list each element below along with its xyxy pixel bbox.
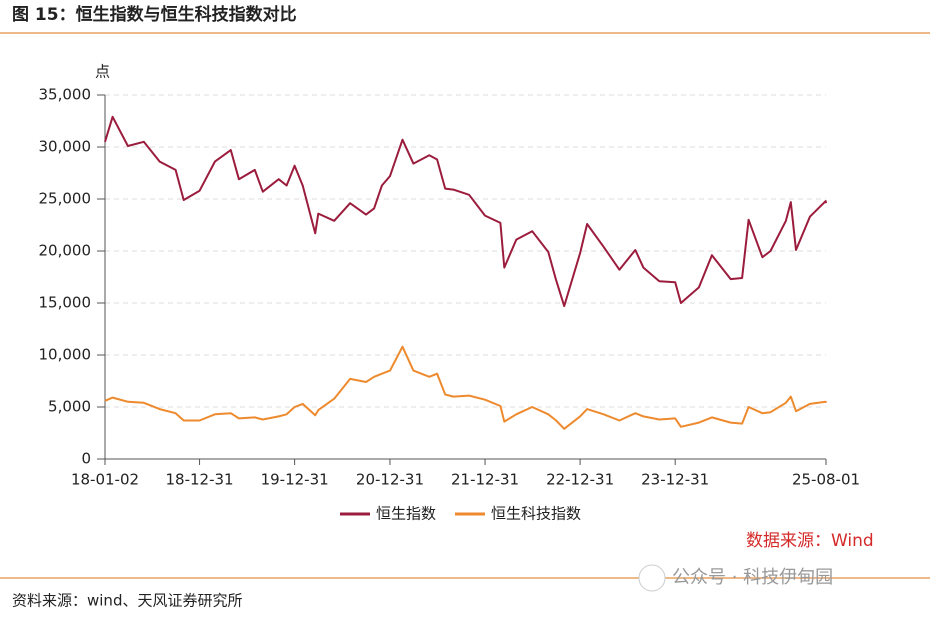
y-tick-label: 15,000 bbox=[39, 294, 92, 312]
y-tick-label: 0 bbox=[81, 450, 91, 468]
x-tick-label: 20-12-31 bbox=[356, 471, 424, 489]
legend-label: 恒生科技指数 bbox=[491, 505, 581, 523]
x-tick-label: 23-12-31 bbox=[641, 471, 709, 489]
y-tick-label: 10,000 bbox=[39, 346, 92, 364]
y-tick-label: 25,000 bbox=[39, 190, 92, 208]
watermark-icon bbox=[638, 564, 666, 592]
figure-title: 图 15：恒生指数与恒生科技指数对比 bbox=[12, 4, 297, 25]
y-tick-label: 5,000 bbox=[48, 398, 91, 416]
legend-label: 恒生指数 bbox=[376, 505, 436, 523]
source: 资料来源：wind、天风证券研究所 bbox=[12, 592, 242, 610]
watermark: 公众号 · 科技伊甸园 bbox=[672, 567, 833, 588]
line-series bbox=[104, 345, 827, 430]
x-tick-label: 22-12-31 bbox=[546, 471, 614, 489]
x-tick-label: 18-12-31 bbox=[166, 471, 234, 489]
y-tick-label: 20,000 bbox=[39, 242, 92, 260]
y-tick-label: 30,000 bbox=[39, 138, 92, 156]
x-tick-label: 19-12-31 bbox=[261, 471, 329, 489]
y-tick-label: 35,000 bbox=[39, 86, 92, 104]
x-tick-label: 25-08-01 bbox=[792, 471, 860, 489]
line-series bbox=[104, 115, 827, 308]
x-tick-label: 21-12-31 bbox=[451, 471, 519, 489]
y-unit: 点 bbox=[95, 63, 110, 81]
annotation: 数据来源：Wind bbox=[746, 531, 874, 551]
x-tick-label: 18-01-02 bbox=[71, 471, 139, 489]
